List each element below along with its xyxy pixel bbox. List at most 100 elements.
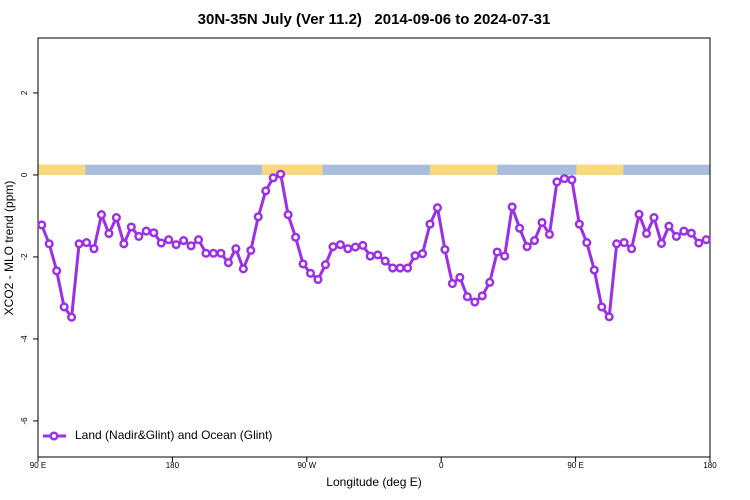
y-tick-label: 0 [20,172,29,177]
land-band [262,164,323,175]
data-point [253,212,263,222]
data-point [403,263,413,273]
data-point [231,244,241,254]
data-point [388,263,398,273]
data-point [335,240,345,250]
x-axis-label: Longitude (deg E) [326,475,421,489]
data-point [679,226,689,236]
data-point [201,248,211,258]
data-point [410,251,420,261]
data-point [522,242,532,252]
y-axis-label: XCO2 - MLO trend (ppm) [2,181,16,316]
x-tick-label: 180 [166,461,180,470]
data-point [485,277,495,287]
data-point [380,256,390,266]
data-point [462,292,472,302]
data-point [67,312,77,322]
data-point [111,213,121,223]
data-point [612,239,622,249]
data-point [52,266,62,276]
data-point [89,244,99,254]
legend-label: Land (Nadir&Glint) and Ocean (Glint) [75,428,272,442]
data-point [597,302,607,312]
x-tick-label: 180 [703,461,717,470]
data-point [455,272,465,282]
data-point [74,239,84,249]
data-point [313,274,323,285]
data-point [104,229,114,239]
data-point [500,251,510,261]
data-point [649,213,659,223]
data-point [126,222,136,232]
data-point [186,241,196,251]
data-point [567,175,577,185]
data-point [358,240,368,251]
data-point [59,302,69,312]
x-tick-label: 90 E [567,461,583,470]
data-point [664,221,674,231]
data-point [634,209,644,219]
data-point [373,250,383,260]
data-point [552,177,562,187]
series-line [40,171,707,322]
chart-title: 30N-35N July (Ver 11.2) 2014-09-06 to 20… [198,11,551,28]
data-point [193,235,204,245]
data-point [320,260,331,270]
data-point [641,229,652,239]
data-point [164,235,174,245]
data-point [627,244,637,254]
data-point [417,249,428,259]
data-point [81,238,92,248]
data-point [694,238,704,248]
data-point [537,217,547,228]
data-point [276,169,286,179]
data-point [447,279,457,289]
data-point [507,202,517,212]
data-point [283,210,293,220]
data-point [656,238,667,248]
data-point [268,173,278,183]
data-point [589,265,599,275]
data-point [425,219,435,229]
data-point [246,245,256,255]
x-tick-label: 90 W [297,461,316,470]
data-point [119,239,129,249]
data-point [156,238,166,248]
land-band [576,164,624,175]
data-point [96,210,107,220]
plot-frame [37,37,711,458]
x-tick-label: 0 [439,461,444,470]
data-point [179,235,189,246]
data-point [432,203,443,213]
data-point [261,186,271,196]
land-band [430,164,498,175]
data-point [515,223,525,233]
data-point [440,244,450,255]
x-tick-label: 90 E [30,461,46,470]
land-band [38,164,86,175]
y-tick-label: -6 [20,417,29,425]
data-point [44,239,54,249]
data-point [141,226,151,236]
data-point [216,248,226,258]
data-point [395,263,405,273]
data-point [544,229,555,239]
data-point [328,242,338,252]
data-point [350,242,360,252]
data-point [671,231,681,241]
data-point [223,258,233,268]
y-tick-label: 2 [20,90,29,95]
data-point [492,247,502,257]
data-point [305,268,316,278]
data-point [291,232,301,242]
data-point [559,174,569,184]
data-point [134,231,144,241]
data-point [343,244,353,254]
data-point [701,235,711,245]
data-point [470,297,480,307]
data-point [298,259,308,269]
data-point [529,235,540,246]
data-point [171,240,181,250]
y-tick-label: -4 [20,335,29,343]
